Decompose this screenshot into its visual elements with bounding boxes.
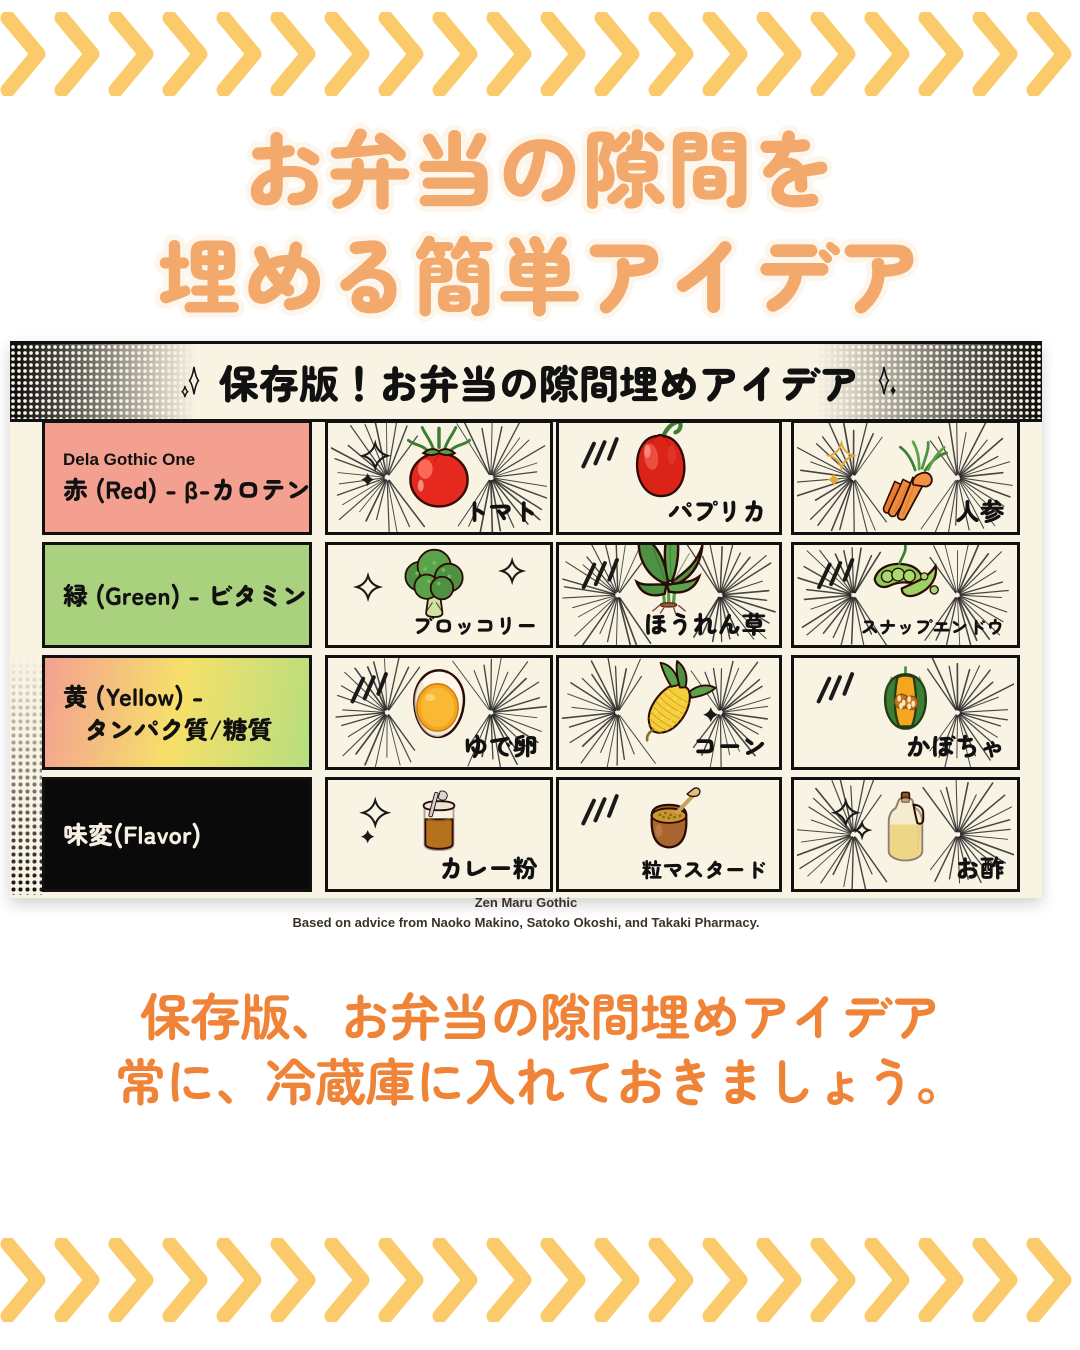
svg-text:カレー粉: カレー粉 bbox=[439, 850, 538, 886]
svg-text:お酢: お酢 bbox=[955, 850, 1005, 886]
svg-text:かぼちゃ: かぼちゃ bbox=[906, 728, 1005, 764]
svg-text:コーン: コーン bbox=[693, 728, 767, 764]
svg-text:粒マスタード: 粒マスタード bbox=[642, 855, 767, 885]
svg-text:人参: 人参 bbox=[955, 493, 1005, 529]
svg-text:パプリカ: パプリカ bbox=[668, 493, 767, 529]
svg-text:トマト: トマト bbox=[464, 493, 538, 529]
svg-text:ほうれん草: ほうれん草 bbox=[644, 607, 767, 642]
svg-text:ゆで卵: ゆで卵 bbox=[464, 728, 538, 764]
svg-text:ブロッコリー: ブロッコリー bbox=[413, 610, 538, 640]
svg-text:スナップエンドウ: スナップエンドウ bbox=[861, 614, 1004, 640]
